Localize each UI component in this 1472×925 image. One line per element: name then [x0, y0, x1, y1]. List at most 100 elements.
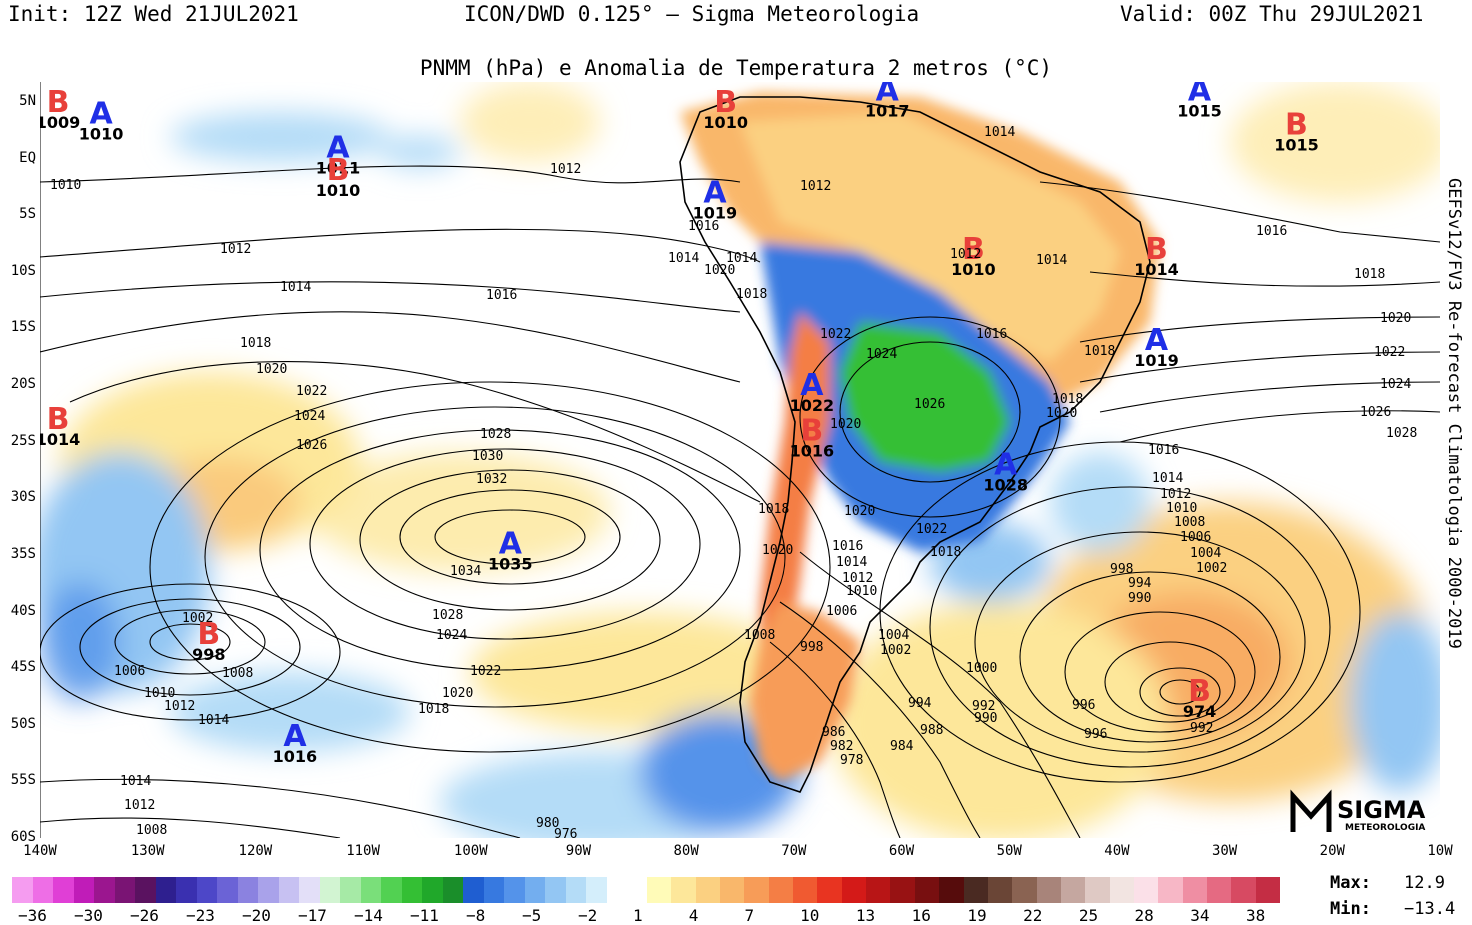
colorbar-swatch [217, 877, 239, 903]
pressure-center-value: 974 [1183, 702, 1216, 721]
high-pressure-marker: A [326, 130, 350, 165]
svg-text:1002: 1002 [182, 611, 213, 626]
svg-text:1020: 1020 [256, 362, 287, 377]
pressure-center-value: 1015 [1177, 102, 1222, 121]
colorbar-swatch [442, 877, 464, 903]
svg-text:1020: 1020 [830, 417, 861, 432]
map-subtitle: PNMM (hPa) e Anomalia de Temperatura 2 m… [419, 56, 1053, 80]
pressure-center-value: 1010 [703, 113, 748, 132]
svg-text:1020: 1020 [762, 543, 793, 558]
low-pressure-marker: B [1188, 674, 1211, 709]
svg-text:1014: 1014 [668, 251, 699, 266]
high-pressure-marker: A [499, 527, 523, 562]
colorbar-tick-label: 16 [911, 906, 931, 925]
svg-text:1020: 1020 [1380, 311, 1411, 326]
svg-text:988: 988 [920, 723, 943, 738]
valid-time: Valid: 00Z Thu 29JUL2021 [1120, 2, 1424, 26]
high-pressure-marker: A [1188, 82, 1212, 109]
svg-text:1018: 1018 [418, 702, 449, 717]
lat-label: 25S [10, 432, 36, 449]
pressure-center-value: 1016 [790, 441, 835, 460]
svg-text:982: 982 [830, 739, 853, 754]
colorbar-swatch [647, 877, 672, 903]
colorbar-swatch [504, 877, 526, 903]
lat-label: 15S [10, 319, 36, 336]
colorbar-swatch [586, 877, 608, 903]
colorbar-swatch [1206, 877, 1232, 903]
svg-text:1026: 1026 [1360, 405, 1391, 420]
lon-label: 50W [996, 843, 1022, 859]
max-label: Max: [1330, 873, 1371, 893]
svg-text:1016: 1016 [486, 288, 517, 303]
colorbar-tick-label: −8 [466, 906, 486, 925]
pressure-center-value: 1009 [40, 113, 80, 132]
model-title: ICON/DWD 0.125° — Sigma Meteorologia [464, 2, 920, 26]
svg-text:996: 996 [1084, 727, 1107, 742]
high-pressure-marker: A [89, 96, 113, 131]
colorbar-swatch [841, 877, 867, 903]
low-pressure-marker: B [800, 413, 823, 448]
colorbar-swatch [1109, 877, 1135, 903]
colorbar-swatch [1158, 877, 1184, 903]
lat-label: 35S [10, 545, 36, 562]
colorbar-tick-label: 7 [744, 906, 755, 925]
colorbar-tick-label: −14 [354, 906, 383, 925]
colorbar-tick-label: −5 [522, 906, 542, 925]
lat-label: 30S [10, 489, 36, 506]
climatology-note: GEFSv12/FV3 Re-forecast Climatologia 200… [1444, 178, 1464, 649]
svg-text:1014: 1014 [198, 713, 229, 728]
svg-text:1028: 1028 [432, 608, 463, 623]
low-pressure-marker: B [197, 617, 220, 652]
svg-text:1022: 1022 [296, 384, 327, 399]
low-pressure-marker: B [962, 232, 985, 267]
colorbar-swatch [987, 877, 1013, 903]
svg-text:1026: 1026 [914, 397, 945, 412]
pressure-center-value: 1014 [1134, 260, 1179, 279]
colorbar-swatch [720, 877, 745, 903]
svg-text:1014: 1014 [280, 280, 311, 295]
svg-text:1010: 1010 [846, 584, 877, 599]
colorbar-swatch [53, 877, 75, 903]
svg-text:1024: 1024 [1380, 377, 1411, 392]
svg-text:990: 990 [1128, 591, 1151, 606]
lat-label: 60S [10, 829, 36, 845]
svg-text:1018: 1018 [930, 545, 961, 560]
svg-text:1016: 1016 [688, 219, 719, 234]
svg-text:1012: 1012 [950, 247, 981, 262]
pressure-center-value: 1017 [865, 102, 910, 121]
colorbar-tick-label: −26 [130, 906, 159, 925]
colorbar-negative [12, 877, 608, 903]
svg-text:1016: 1016 [1148, 443, 1179, 458]
colorbar-swatch [866, 877, 891, 903]
svg-text:1022: 1022 [916, 522, 947, 537]
coastline [679, 96, 1151, 793]
isobar-values: 1010 1012 1014 1016 1018 1020 1022 1024 … [50, 125, 1417, 838]
svg-text:1034: 1034 [450, 564, 481, 579]
lat-label: EQ [19, 149, 36, 166]
svg-text:1014: 1014 [120, 774, 151, 789]
colorbar-swatch [258, 877, 280, 903]
lat-label: 20S [10, 376, 36, 393]
svg-text:994: 994 [1128, 576, 1152, 591]
svg-text:1018: 1018 [736, 287, 767, 302]
svg-text:1018: 1018 [1084, 344, 1115, 359]
colorbar-swatch [524, 877, 546, 903]
colorbar-swatch [114, 877, 136, 903]
pressure-center-value: 1014 [40, 430, 80, 449]
svg-text:1000: 1000 [966, 661, 997, 676]
pressure-center-value: 1011 [316, 158, 361, 177]
colorbar-swatch [1085, 877, 1111, 903]
pressure-center-value: 1019 [693, 204, 738, 223]
colorbar-tick-label: 10 [800, 906, 820, 925]
pressure-center-value: 1028 [983, 475, 1028, 494]
svg-text:1032: 1032 [476, 472, 507, 487]
svg-text:1014: 1014 [1036, 253, 1067, 268]
svg-text:984: 984 [890, 739, 914, 754]
low-pressure-marker: B [47, 85, 70, 120]
svg-text:990: 990 [974, 711, 997, 726]
colorbar-tick-label: −30 [74, 906, 103, 925]
svg-text:1012: 1012 [800, 179, 831, 194]
svg-text:1020: 1020 [704, 263, 735, 278]
colorbar-swatch [1182, 877, 1208, 903]
pressure-center-value: 1016 [273, 747, 318, 766]
